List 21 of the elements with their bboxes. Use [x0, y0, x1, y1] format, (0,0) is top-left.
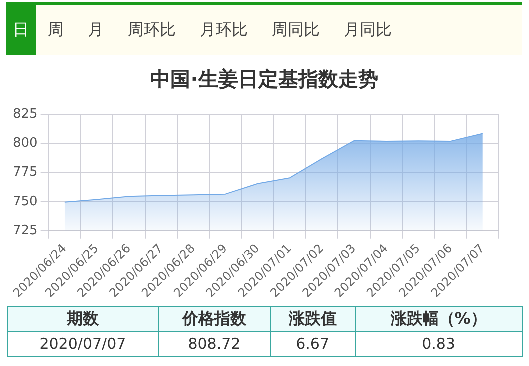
text: 月环比 [199, 19, 249, 41]
text: 6.67 [270, 332, 356, 356]
text: 期数 [8, 306, 158, 332]
text: 涨跌幅（%） [355, 306, 522, 332]
text: 2020/07/07 [8, 332, 158, 356]
chart-title: 中国·生姜日定基指数走势 [150, 66, 380, 93]
text: 周环比 [127, 19, 177, 41]
y-tick-label: 750 [12, 194, 38, 210]
text: 月同比 [343, 19, 393, 41]
y-tick-label: 800 [12, 136, 38, 152]
text: 涨跌值 [270, 306, 356, 332]
y-tick-label: 825 [12, 107, 38, 122]
text: 月 [87, 19, 105, 41]
text: 日 [6, 5, 36, 55]
text: 808.72 [158, 332, 271, 356]
text: 周同比 [271, 19, 321, 41]
y-tick-label: 725 [12, 223, 38, 238]
text: 价格指数 [158, 306, 271, 332]
text: 0.83 [355, 332, 522, 356]
y-tick-label: 775 [12, 165, 38, 180]
text: 周 [47, 19, 65, 41]
